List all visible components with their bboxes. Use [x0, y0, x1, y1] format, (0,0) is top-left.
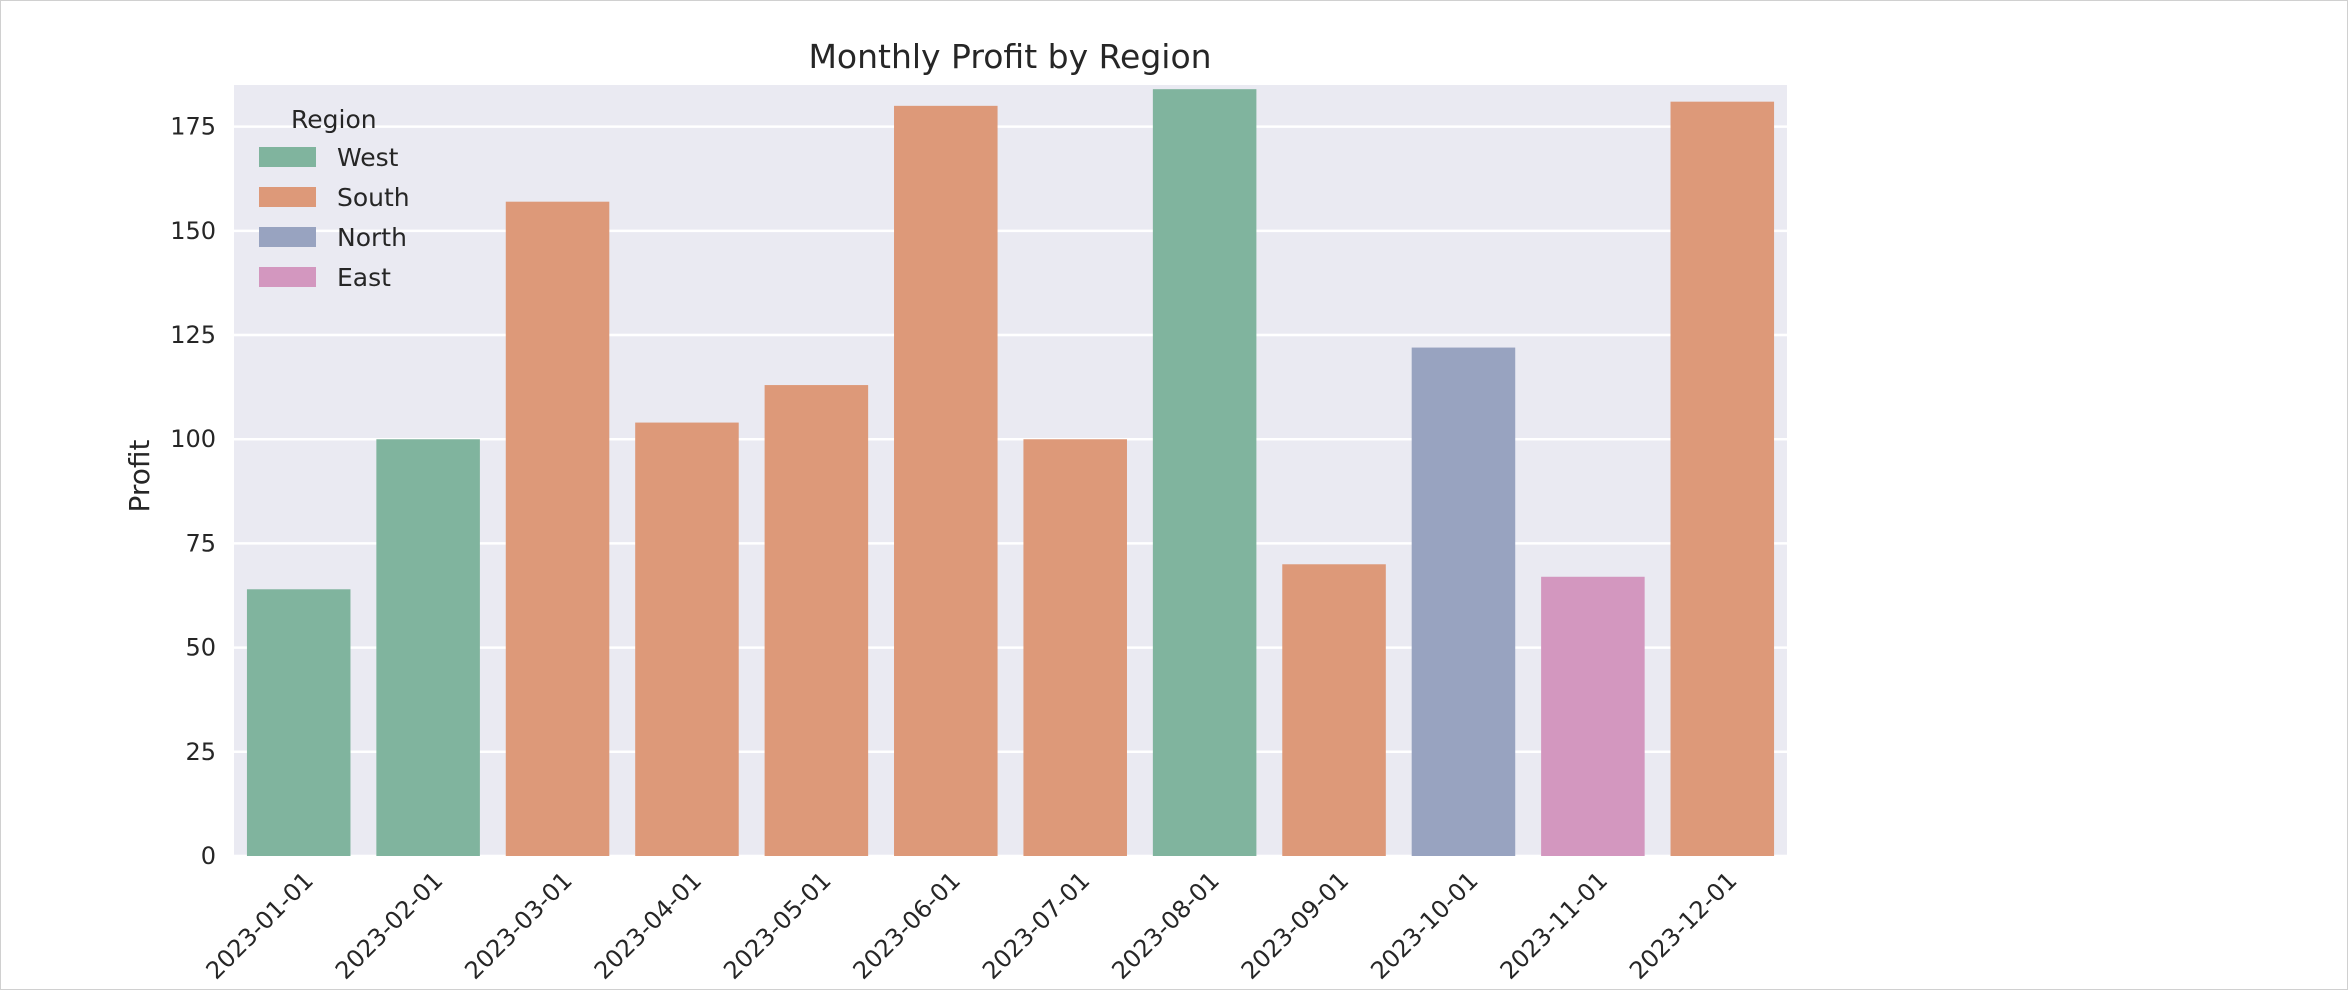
grid-lines: [234, 125, 1787, 858]
x-tick-label: 2023-05-01: [718, 866, 836, 984]
x-tick-label: 2023-08-01: [1106, 866, 1224, 984]
legend-swatch: [259, 187, 316, 207]
bar: [246, 589, 351, 856]
y-tick-label: 25: [185, 738, 216, 766]
bar: [1152, 89, 1257, 857]
x-tick-label: 2023-03-01: [459, 866, 577, 984]
y-tick-label: 100: [170, 425, 216, 453]
bars: [246, 89, 1775, 857]
x-tick-label: 2023-04-01: [589, 866, 707, 984]
chart-title: Monthly Profit by Region: [808, 37, 1211, 76]
legend-title: Region: [291, 105, 377, 134]
bar: [1282, 564, 1386, 856]
bar: [1411, 347, 1516, 856]
bar: [894, 105, 998, 857]
bar: [1670, 101, 1775, 856]
x-tick-label: 2023-06-01: [848, 866, 966, 984]
y-tick-label: 125: [170, 321, 216, 349]
legend-swatch: [259, 267, 316, 287]
x-tick-label: 2023-01-01: [201, 866, 319, 984]
bar: [635, 422, 739, 856]
bar: [1023, 439, 1127, 856]
bar: [505, 201, 610, 856]
y-axis-label: Profit: [123, 439, 156, 512]
x-tick-label: 2023-11-01: [1495, 866, 1613, 984]
y-tick-label: 150: [170, 217, 216, 245]
plot-area: [234, 85, 1787, 856]
x-tick-label: 2023-09-01: [1236, 866, 1354, 984]
legend-swatch: [259, 227, 316, 247]
legend: Region West South North East: [259, 105, 410, 292]
y-tick-label: 50: [185, 634, 216, 662]
x-tick-label: 2023-12-01: [1624, 866, 1742, 984]
y-tick-label: 0: [201, 842, 216, 870]
bar: [376, 439, 480, 856]
bar: [1541, 576, 1645, 856]
x-tick-label: 2023-10-01: [1365, 866, 1483, 984]
legend-swatch: [259, 147, 316, 167]
x-tick-label: 2023-02-01: [330, 866, 448, 984]
x-tick-label: 2023-07-01: [977, 866, 1095, 984]
legend-entry: West: [337, 143, 399, 172]
legend-entry: East: [337, 263, 391, 292]
legend-entry: South: [337, 183, 410, 212]
x-tick-labels: 2023-01-01 2023-02-01 2023-03-01 2023-04-01…: [201, 866, 1743, 984]
legend-entry: North: [337, 223, 407, 252]
bar: [764, 385, 869, 856]
y-tick-label: 75: [185, 529, 216, 557]
y-tick-labels: 0 25 50 75 100 125 150 175: [170, 113, 216, 870]
y-tick-label: 175: [170, 113, 216, 141]
